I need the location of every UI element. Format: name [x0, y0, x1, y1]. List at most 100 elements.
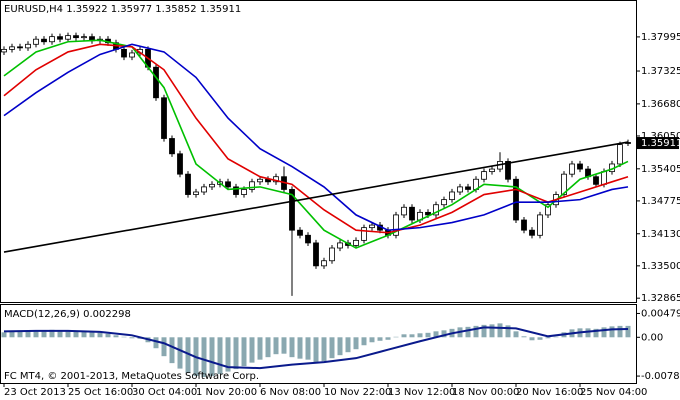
macd-bar — [377, 337, 383, 341]
macd-bar — [225, 337, 231, 372]
macd-bar — [209, 337, 215, 377]
macd-bar — [497, 323, 503, 338]
macd-bar — [281, 337, 287, 354]
candle-body — [489, 168, 495, 173]
macd-bar — [473, 325, 479, 338]
y-tick-label: 1.35405 — [641, 164, 680, 175]
candle-body — [521, 219, 527, 231]
x-tick-label: 25 Oct 16:00 — [68, 387, 133, 398]
macd-bar — [265, 337, 271, 358]
macd-bar — [545, 337, 551, 339]
macd-bar — [89, 332, 95, 338]
x-tick-label: 25 Nov 04:00 — [580, 387, 647, 398]
macd-bar — [369, 337, 375, 343]
x-tick-label: 10 Nov 22:00 — [324, 387, 391, 398]
macd-bar — [609, 326, 615, 338]
macd-bar — [513, 331, 519, 338]
macd-bar — [161, 337, 167, 357]
macd-bar — [337, 337, 343, 356]
macd-bar — [593, 328, 599, 338]
macd-bar — [17, 331, 23, 338]
candle-body — [81, 36, 87, 39]
x-tick-label: 6 Nov 08:00 — [260, 387, 321, 398]
macd-bar — [1, 332, 7, 338]
y-tick-label: -0.007806 — [641, 371, 680, 382]
macd-bar — [489, 324, 495, 338]
x-tick-label: 13 Nov 12:00 — [388, 387, 455, 398]
candle-body — [481, 171, 487, 180]
macd-bar — [537, 337, 543, 340]
candle-body — [369, 224, 375, 229]
x-tick-label: 20 Nov 16:00 — [516, 387, 583, 398]
macd-bar — [9, 331, 15, 338]
candle-body — [449, 191, 455, 201]
macd-value: 0.002298 — [83, 309, 131, 320]
candle-body — [433, 204, 439, 216]
candle-body — [121, 48, 127, 58]
macd-bar — [353, 337, 359, 350]
candle-body — [441, 199, 447, 206]
candle-body — [601, 171, 607, 185]
y-tick-label: 1.32865 — [641, 293, 680, 304]
macd-bar — [169, 337, 175, 364]
macd-bar — [201, 337, 207, 378]
candle-body — [465, 186, 471, 190]
macd-bar — [241, 337, 247, 367]
candle-body — [337, 242, 343, 249]
macd-bar — [129, 337, 135, 339]
candle-body — [225, 181, 231, 188]
signal-line — [3, 326, 629, 370]
price-header: EURUSD,H4 1.35922 1.35977 1.35852 1.3591… — [4, 4, 241, 15]
macd-bar — [321, 337, 327, 362]
macd-bar — [97, 332, 103, 338]
candle-body — [257, 178, 263, 183]
y-tick-label: 1.34130 — [641, 229, 680, 240]
macd-bar — [297, 337, 303, 359]
candle-body — [169, 138, 175, 155]
candle-body — [41, 38, 47, 43]
macd-bar — [529, 337, 535, 341]
candle-body — [545, 204, 551, 216]
high-value: 1.35977 — [111, 4, 152, 15]
candle-body — [177, 153, 183, 175]
candle-body — [617, 144, 623, 165]
x-tick-label: 23 Oct 2013 — [4, 387, 66, 398]
macd-bar — [73, 330, 79, 338]
candle-body — [65, 35, 71, 40]
candle-body — [233, 186, 239, 195]
candle-body — [313, 242, 319, 267]
candle-body — [289, 189, 295, 231]
price-marker — [637, 137, 679, 150]
candle-body — [409, 206, 415, 221]
candle-body — [401, 206, 407, 216]
open-value: 1.35922 — [66, 4, 107, 15]
macd-header: MACD(12,26,9) 0.002298 — [4, 309, 131, 320]
candle-body — [353, 239, 359, 246]
macd-bar — [433, 331, 439, 338]
low-value: 1.35852 — [155, 4, 196, 15]
overlay-line — [3, 141, 629, 253]
candle-body — [1, 48, 7, 53]
macd-bar — [257, 337, 263, 360]
y-tick-label: 1.36680 — [641, 99, 680, 110]
macd-bar — [481, 324, 487, 338]
candle-body — [569, 163, 575, 175]
candle-body — [193, 191, 199, 195]
macd-bar — [601, 327, 607, 338]
candle-body — [161, 97, 167, 139]
macd-bar — [289, 337, 295, 358]
candle-body — [537, 214, 543, 236]
candle-body — [393, 214, 399, 236]
macd-bar — [417, 333, 423, 338]
candle-body — [457, 186, 463, 193]
overlay-line — [3, 39, 629, 249]
macd-bar — [57, 330, 63, 338]
candle-body — [361, 227, 367, 241]
candle-body — [321, 260, 327, 267]
macd-bar — [345, 337, 351, 353]
indicator: MACD(12,26,9) — [4, 309, 80, 320]
candle-body — [57, 36, 63, 40]
macd-bar — [305, 337, 311, 360]
symbol: EURUSD,H4 — [4, 4, 63, 15]
macd-bar — [361, 337, 367, 346]
